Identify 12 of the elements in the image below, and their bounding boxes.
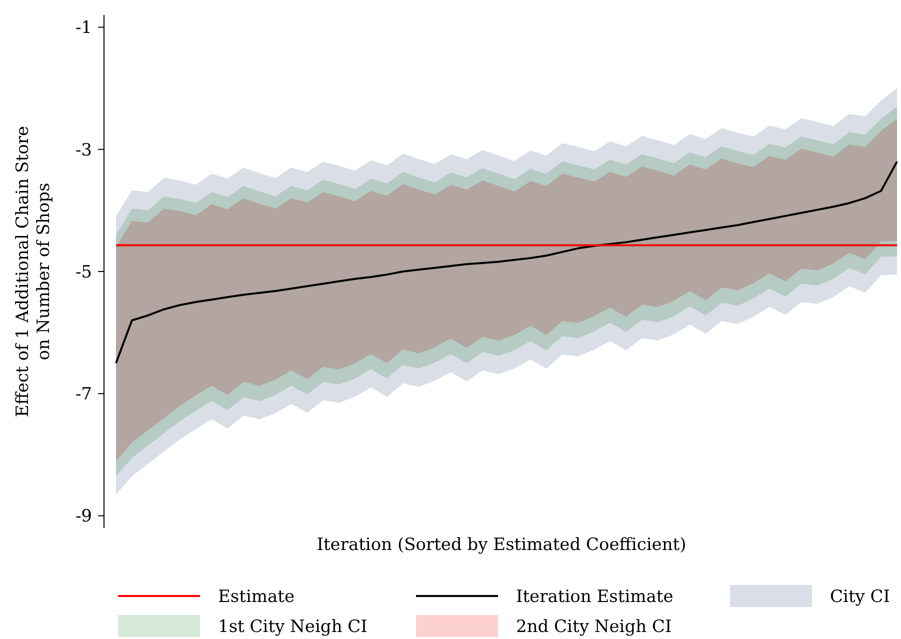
y-tick-label: -7 [75, 384, 92, 405]
legend-label: 2nd City Neigh CI [516, 616, 672, 637]
y-tick-label: -5 [75, 262, 92, 282]
y-tick-label: -1 [75, 18, 92, 38]
legend-label: 1st City Neigh CI [218, 616, 368, 637]
x-axis-title: Iteration (Sorted by Estimated Coefficient) [316, 535, 686, 555]
legend-label: City CI [830, 586, 890, 607]
legend-label: Estimate [218, 586, 295, 607]
legend-label: Iteration Estimate [516, 586, 674, 607]
y-tick-label: -3 [75, 140, 92, 160]
y-axis-title: Effect of 1 Additional Chain Store on Number of Shops [13, 126, 54, 418]
y-tick-label: -9 [75, 506, 92, 527]
